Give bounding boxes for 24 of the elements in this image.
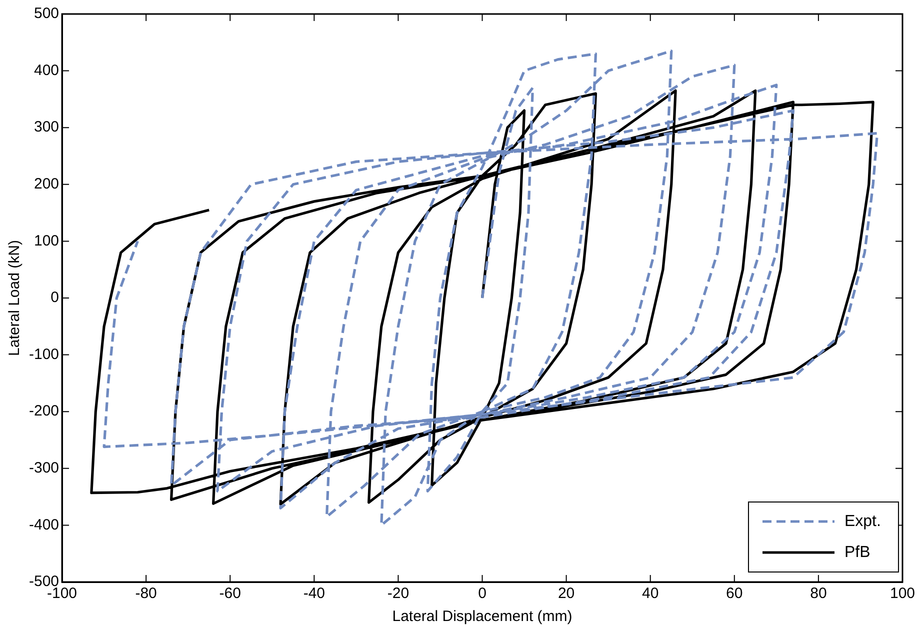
x-tick-label: 20	[558, 585, 575, 602]
x-tick-label: -20	[387, 585, 410, 602]
y-tick-label: 100	[34, 232, 60, 250]
y-tick-label: 400	[34, 62, 60, 79]
x-tick-label: 40	[642, 585, 659, 602]
y-tick-label: -400	[28, 516, 60, 534]
y-tick-label: 300	[34, 118, 60, 136]
x-tick-label: 60	[726, 585, 743, 602]
x-tick-label: 80	[810, 585, 827, 602]
x-tick-label: -60	[219, 585, 241, 602]
y-tick-label: -200	[28, 402, 60, 420]
legend-label: Expt.	[844, 512, 881, 530]
y-axis-title: Lateral Load (kN)	[6, 240, 24, 356]
x-tick-label: -40	[303, 585, 326, 602]
x-tick-label: 100	[890, 585, 915, 602]
y-tick-label: -300	[28, 460, 60, 477]
y-tick-label: -100	[28, 346, 60, 363]
x-tick-label: 0	[478, 585, 486, 602]
x-axis-title: Lateral Displacement (mm)	[392, 608, 572, 626]
y-tick-label: 0	[50, 289, 60, 306]
legend-label: PfB	[844, 544, 870, 561]
x-tick-label: -80	[135, 585, 157, 602]
y-tick-label: 500	[34, 5, 60, 22]
y-tick-label: 200	[34, 176, 60, 193]
